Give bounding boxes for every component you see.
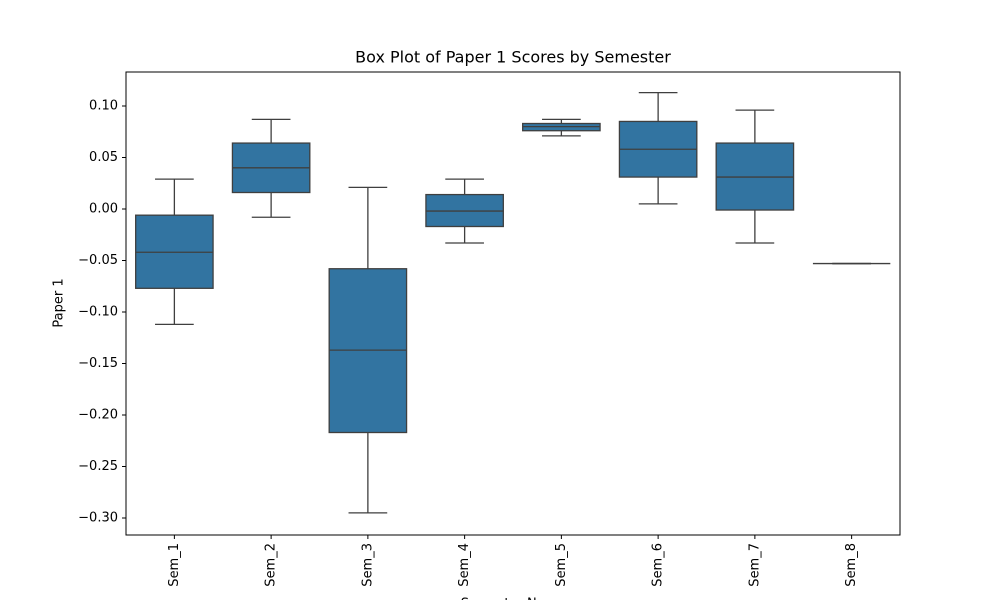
plot-frame [125,71,901,536]
y-tick-label: 0.05 [89,150,118,165]
x-tick-label: Sem_3 [360,543,375,587]
y-tick-label: −0.20 [78,408,118,423]
x-axis-label: Semester Name [461,597,566,600]
y-tick-label: −0.30 [78,511,118,526]
x-tick-label: Sem_4 [457,543,472,587]
y-tick-label: 0.10 [89,98,118,113]
chart-title: Box Plot of Paper 1 Scores by Semester [355,48,671,67]
x-tick-label: Sem_7 [747,543,762,587]
y-axis-label: Paper 1 [52,278,67,327]
y-tick-label: −0.15 [78,356,118,371]
x-tick-label: Sem_1 [167,543,182,587]
x-tick-label: Sem_8 [844,543,859,587]
x-tick-label: Sem_2 [264,543,279,587]
x-tick-label: Sem_6 [651,543,666,587]
y-tick-label: 0.00 [89,201,118,216]
y-tick-label: −0.05 [78,253,118,268]
y-tick-label: −0.25 [78,459,118,474]
x-tick-label: Sem_5 [554,543,569,587]
y-tick-label: −0.10 [78,304,118,319]
